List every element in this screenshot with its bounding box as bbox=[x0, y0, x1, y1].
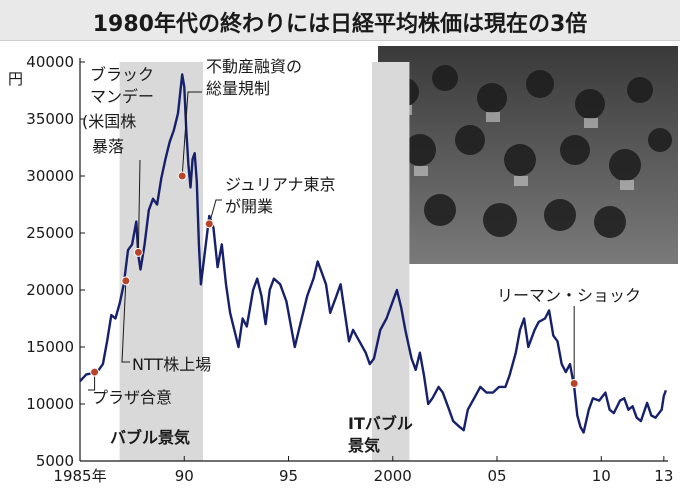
x-tick-label: 10 bbox=[592, 467, 611, 485]
label-bubble: バブル景気 bbox=[110, 428, 190, 447]
label-blackmonday-2: マンデー bbox=[90, 87, 154, 106]
x-tick-label: 95 bbox=[279, 467, 298, 485]
label-credit-2: 総量規制 bbox=[206, 79, 270, 98]
x-tick-label: 90 bbox=[175, 467, 194, 485]
leader-line-0 bbox=[88, 372, 96, 391]
y-tick-label: 35000 bbox=[26, 110, 74, 128]
y-tick-label: 10000 bbox=[26, 395, 74, 413]
label-itbubble-2: 景気 bbox=[348, 436, 380, 455]
leader-line-1 bbox=[121, 280, 130, 363]
chart-title: 1980年代の終わりには日経平均株価は現在の3倍 bbox=[92, 12, 588, 37]
x-tick-label: 1985年 bbox=[53, 467, 106, 485]
label-itbubble-1: ITバブル bbox=[348, 414, 413, 433]
y-tick-label: 30000 bbox=[26, 167, 74, 185]
label-ntt: NTT株上場 bbox=[132, 355, 211, 374]
title-bar: 1980年代の終わりには日経平均株価は現在の3倍 bbox=[0, 0, 680, 41]
event-marker-3 bbox=[177, 171, 187, 181]
x-tick-label: 05 bbox=[487, 467, 506, 485]
leader-line-3 bbox=[181, 91, 202, 177]
stock-exchange-traders-photo bbox=[378, 46, 678, 264]
label-blackmonday-3: (米国株 bbox=[82, 112, 136, 131]
y-tick-label: 15000 bbox=[26, 338, 74, 356]
label-blackmonday-1: ブラック bbox=[90, 65, 154, 84]
y-tick-label: 25000 bbox=[26, 224, 74, 242]
event-marker-5 bbox=[569, 378, 579, 388]
x-tick-label: 13 bbox=[654, 467, 673, 485]
event-marker-2 bbox=[133, 247, 143, 257]
event-marker-0 bbox=[90, 367, 100, 377]
label-juliana-1: ジュリアナ東京 bbox=[225, 175, 336, 194]
shaded-period-1 bbox=[371, 62, 410, 461]
nikkei-series-line bbox=[79, 73, 668, 434]
label-juliana-2: が開業 bbox=[225, 197, 273, 216]
event-marker-1 bbox=[121, 276, 131, 286]
label-blackmonday-4: 暴落 bbox=[92, 137, 124, 156]
label-plaza: プラザ合意 bbox=[92, 388, 172, 407]
leader-line-2 bbox=[137, 159, 141, 253]
y-tick-label: 20000 bbox=[26, 281, 74, 299]
event-marker-4 bbox=[204, 219, 214, 229]
label-credit-1: 不動産融資の bbox=[206, 57, 302, 76]
y-unit-label: 円 bbox=[8, 70, 23, 88]
x-tick-label: 2000 bbox=[374, 467, 412, 485]
shaded-period-0 bbox=[119, 62, 204, 461]
y-tick-label: 5000 bbox=[36, 452, 74, 470]
leader-line-4 bbox=[208, 199, 222, 225]
y-tick-label: 40000 bbox=[26, 53, 74, 71]
label-lehman: リーマン・ショック bbox=[497, 286, 641, 305]
